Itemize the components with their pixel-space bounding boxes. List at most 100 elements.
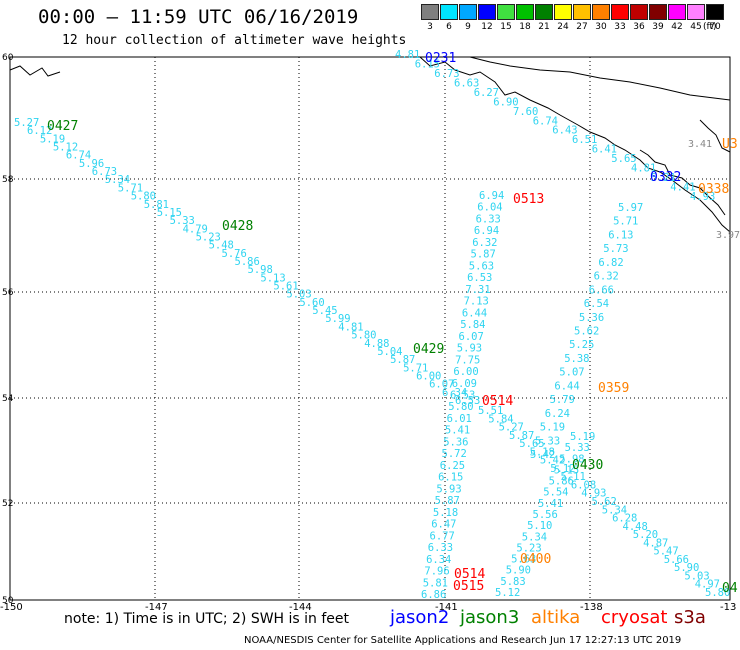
map-frame [9,56,731,601]
colorbar-label: 39 [652,22,664,32]
wave-height-value: 5.41 [445,425,470,437]
wave-height-value: 5.81 [423,577,448,589]
pass-time-label: 0429 [413,342,444,357]
wave-height-value: 5.45 [312,305,337,317]
colorbar-label: 15 [500,22,512,32]
wave-height-value: 5.18 [530,446,555,458]
wave-height-value: 5.87 [471,249,496,261]
wave-height-value: 6.82 [598,257,623,269]
edge-pass-label: U3 [722,137,738,152]
wave-height-value: 6.24 [545,408,570,420]
colorbar-label: 45 [690,22,702,32]
wave-height-value: 5.98 [248,264,273,276]
wave-height-value: 5.80 [448,401,473,413]
wave-height-value: 5.83 [500,576,525,588]
wave-height-value: 5.23 [196,232,221,244]
wave-height-value: 5.47 [653,546,678,558]
longitude-label: -144 [289,602,312,613]
coastline [699,119,731,153]
wave-height-value: 5.80 [705,587,730,599]
wave-height-value: 4.81 [338,321,363,333]
wave-height-value: 5.65 [611,153,636,165]
chart-subtitle: 12 hour collection of altimeter wave hei… [62,33,407,48]
wave-height-value: 7.60 [513,106,538,118]
pass-time-label: 0400 [520,552,551,567]
wave-height-value: 7.13 [464,296,489,308]
wave-height-value: 4.79 [183,223,208,235]
wave-height-value: 4.81 [631,163,656,175]
wave-height-value: 7.96 [424,566,449,578]
wave-height-value: 5.23 [516,542,541,554]
wave-height-value: 4.87 [643,537,668,549]
coastal-wave-value: 3.41 [688,139,712,150]
wave-height-value: 6.34 [442,387,467,399]
legend-cryosat: cryosat [601,607,668,628]
colorbar-swatch [497,4,515,20]
wave-height-value: 5.03 [286,289,311,301]
wave-height-value: 5.98 [559,453,584,465]
wave-height-value: 6.00 [416,371,441,383]
colorbar-label: 42 [671,22,683,32]
wave-height-value: 5.19 [40,133,65,145]
wave-height-value: 5.15 [157,207,182,219]
pass-time-label: 0514 [454,567,485,582]
wave-height-value: 4.93 [690,191,715,203]
wave-height-value: 4.88 [364,338,389,350]
wave-height-value: 5.84 [488,413,513,425]
wave-height-value: 6.28 [612,513,637,525]
wave-height-value: 5.04 [377,346,402,358]
colorbar-swatch [440,4,458,20]
longitude-label: -141 [435,602,458,613]
wave-height-value: 6.53 [450,390,475,402]
colorbar-label: 21 [538,22,550,32]
wave-height-value: 5.03 [684,571,709,583]
chart-title: 00:00 – 11:59 UTC 06/16/2019 [38,6,359,28]
wave-height-value: 6.53 [467,272,492,284]
wave-height-value: 6.74 [533,115,558,127]
latitude-label: 56 [2,288,14,298]
wave-height-value: 6.43 [552,125,577,137]
wave-height-value: 5.80 [131,191,156,203]
wave-height-value: 5.19 [570,431,595,443]
pass-time-label: 0427 [47,119,78,134]
wave-height-value: 6.54 [584,298,609,310]
wave-height-value: 5.54 [543,487,568,499]
wave-height-value: 5.61 [273,281,298,293]
colorbar-swatch [687,4,705,20]
colorbar-unit: (ft) [703,22,717,32]
wave-height-value: 5.65 [519,438,544,450]
wave-height-value: 4.97 [695,579,720,591]
wave-height-value: 6.00 [453,366,478,378]
wave-height-value: 5.87 [390,354,415,366]
wave-height-value: 5.62 [574,326,599,338]
legend-s3a: s3a [674,607,706,628]
wave-height-value: 5.36 [579,312,604,324]
wave-height-value: 5.33 [170,215,195,227]
colorbar-label: 18 [519,22,531,32]
latitude-label: 50 [2,596,14,606]
wave-height-value: 5.11 [561,471,586,483]
wave-height-value: 4.81 [395,49,420,61]
wave-height-value: 5.34 [522,531,547,543]
colorbar-label: 27 [576,22,588,32]
wave-height-value: 5.99 [325,313,350,325]
wave-height-value: 5.33 [535,435,560,447]
pass-time-label: 0430 [572,458,603,473]
wave-height-value: 5.71 [403,362,428,374]
wave-height-value: 5.36 [443,436,468,448]
wave-height-value: 5.18 [433,507,458,519]
colorbar-label: 30 [595,22,607,32]
wave-height-value: 6.32 [594,271,619,283]
wave-height-value: 5.10 [527,520,552,532]
wave-height-value: 5.81 [144,199,169,211]
wave-height-value: 5.97 [618,202,643,214]
wave-height-value: 5.42 [530,449,555,461]
pass-time-label: 0514 [482,394,513,409]
wave-height-value: 6.73 [434,68,459,80]
wave-height-value: 5.86 [549,476,574,488]
wave-height-value: 5.41 [538,498,563,510]
wave-height-value: 5.79 [550,394,575,406]
wave-height-value: 6.44 [462,307,487,319]
colorbar-swatch [573,4,591,20]
